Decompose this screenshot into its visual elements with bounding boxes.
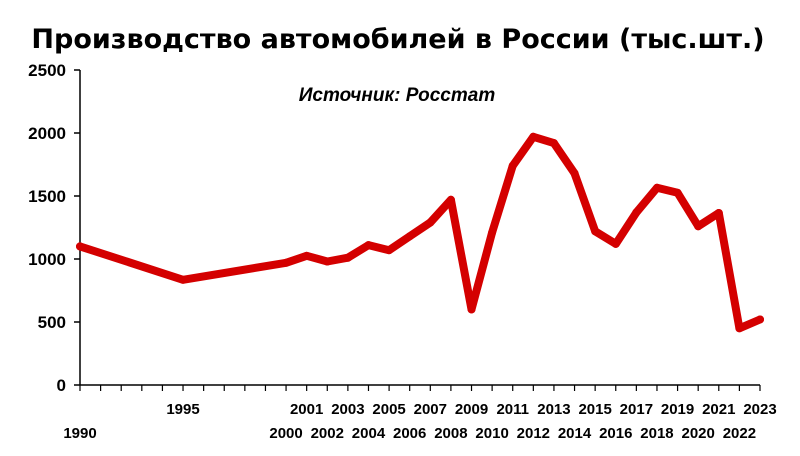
data-point [343, 253, 352, 262]
data-point [76, 242, 84, 251]
series-line [76, 132, 764, 333]
data-point [385, 246, 394, 255]
data-point [694, 222, 703, 231]
data-point [282, 258, 291, 267]
data-point [323, 257, 332, 266]
x-tick-label: 1995 [166, 401, 199, 418]
x-tick-label: 2001 [290, 401, 323, 418]
y-tick-label: 1500 [28, 187, 66, 206]
x-tick-label: 2003 [331, 401, 364, 418]
y-tick-label: 1000 [28, 250, 66, 269]
x-tick-label: 2020 [681, 425, 714, 442]
data-point [652, 183, 661, 192]
data-point [364, 241, 373, 250]
x-tick-label: 2014 [558, 425, 592, 442]
source-annotation: Источник: Росстат [299, 85, 496, 106]
x-tick-label: 1990 [63, 425, 96, 442]
data-points [76, 132, 764, 333]
data-point [756, 315, 764, 324]
x-tick-label: 2011 [496, 401, 529, 418]
x-tick-label: 2012 [517, 425, 550, 442]
y-axis-ticks: 0 500 1000 1500 2000 2500 [28, 61, 80, 395]
y-tick-label: 500 [38, 313, 66, 332]
x-tick-label: 2009 [455, 401, 488, 418]
data-point [405, 232, 414, 241]
x-axis-ticks: 1990 1995 2000 2001 2002 2003 2004 2005 2006 2007… [63, 385, 777, 442]
data-point [611, 239, 620, 248]
x-tick-label: 2007 [414, 401, 447, 418]
data-point [508, 161, 517, 170]
x-tick-label: 2022 [723, 425, 756, 442]
x-tick-label: 2019 [661, 401, 694, 418]
x-tick-label: 2015 [578, 401, 611, 418]
x-tick-label: 2005 [372, 401, 405, 418]
x-tick-label: 2017 [620, 401, 653, 418]
x-tick-label: 2000 [269, 425, 302, 442]
x-tick-label: 2018 [640, 425, 673, 442]
data-point [179, 275, 188, 284]
x-tick-label: 2016 [599, 425, 632, 442]
data-point [714, 209, 723, 218]
chart-title: Производство автомобилей в России (тыс.ш… [31, 24, 764, 55]
data-point [673, 188, 682, 197]
x-tick-label: 2010 [475, 425, 508, 442]
data-point [467, 305, 476, 314]
y-tick-label: 0 [57, 376, 66, 395]
data-point [632, 208, 641, 217]
x-tick-label: 2008 [434, 425, 467, 442]
y-tick-label: 2500 [28, 61, 66, 80]
y-tick-label: 2000 [28, 124, 66, 143]
data-point [549, 139, 558, 148]
x-tick-label: 2013 [537, 401, 570, 418]
data-point [570, 169, 579, 178]
data-point [591, 227, 600, 236]
data-point [488, 228, 497, 237]
data-point [735, 324, 744, 333]
data-point [446, 195, 455, 204]
x-tick-label: 2002 [311, 425, 344, 442]
data-point [529, 132, 538, 141]
x-tick-label: 2021 [702, 401, 735, 418]
data-point [426, 218, 435, 227]
data-point [302, 251, 311, 260]
x-tick-label: 2023 [743, 401, 776, 418]
x-tick-label: 2006 [393, 425, 426, 442]
x-tick-label: 2004 [352, 425, 386, 442]
